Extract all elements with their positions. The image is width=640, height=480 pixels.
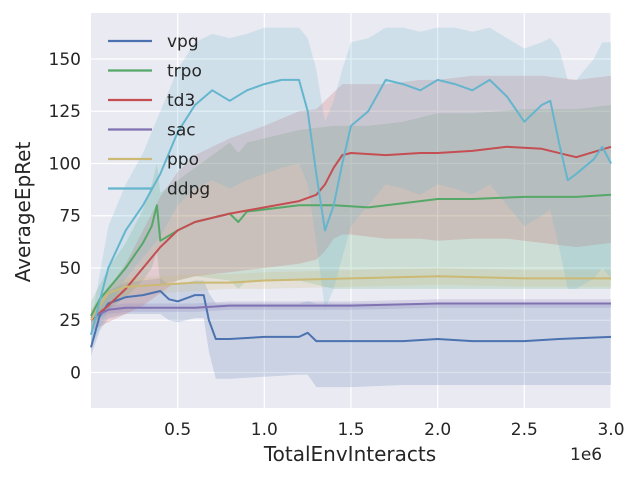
y-tick-label: 0 <box>70 363 81 383</box>
y-tick-label: 100 <box>49 154 81 174</box>
td3-band <box>91 75 611 331</box>
y-tick-label: 50 <box>59 259 81 279</box>
legend-label-td3: td3 <box>167 91 195 111</box>
y-tick-label: 125 <box>49 102 81 122</box>
x-tick-label: 2.0 <box>424 420 451 440</box>
legend: vpg trpo td3 sac ppo ddpg <box>108 32 210 200</box>
legend-label-ddpg: ddpg <box>167 180 210 200</box>
legend-label-ppo: ppo <box>167 150 199 170</box>
td3-line <box>90 145 612 321</box>
y-axis-label: AverageEpRet <box>11 142 35 283</box>
series-lines <box>90 78 612 348</box>
legend-label-sac: sac <box>167 121 196 141</box>
legend-label-vpg: vpg <box>167 32 199 52</box>
x-axis-ticks: 0.5 1.0 1.5 2.0 2.5 3.0 <box>164 420 624 440</box>
ppo-line <box>90 275 611 321</box>
x-tick-label: 1.5 <box>337 420 364 440</box>
y-tick-label: 25 <box>59 311 81 331</box>
x-tick-label: 1.0 <box>251 420 278 440</box>
sac-band <box>91 299 611 323</box>
ddpg-line <box>90 78 612 336</box>
trpo-band <box>91 105 611 331</box>
sac-line <box>90 302 611 320</box>
ddpg-band <box>91 27 611 348</box>
x-axis-offset-label: 1e6 <box>570 445 602 465</box>
y-axis-ticks: 0 25 50 75 100 125 150 <box>49 50 81 383</box>
legend-label-trpo: trpo <box>167 62 202 82</box>
y-tick-label: 75 <box>59 207 81 227</box>
y-tick-label: 150 <box>49 50 81 70</box>
x-axis-label: TotalEnvInteracts <box>263 442 436 466</box>
vpg-line <box>90 290 612 348</box>
x-tick-label: 3.0 <box>597 420 624 440</box>
trpo-line <box>90 193 612 317</box>
x-tick-label: 0.5 <box>164 420 191 440</box>
x-tick-label: 2.5 <box>511 420 538 440</box>
